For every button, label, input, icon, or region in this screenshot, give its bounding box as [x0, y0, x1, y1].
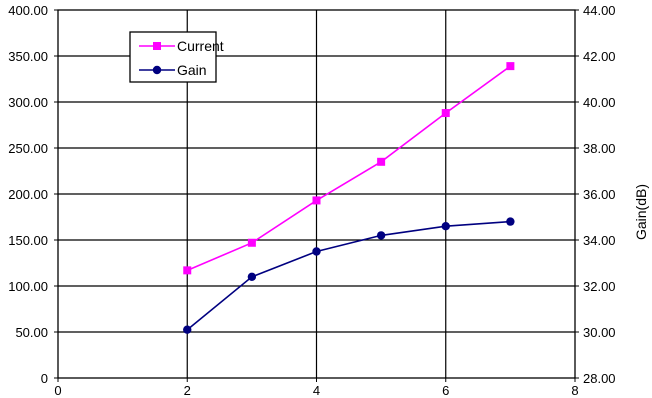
y-tick-label: 50.00: [15, 325, 48, 340]
data-point: [441, 222, 450, 231]
y-tick-label: 150.00: [8, 233, 48, 248]
data-point: [183, 325, 192, 334]
y2-tick-label: 34.00: [583, 233, 616, 248]
series-line: [186, 65, 511, 272]
plot-frame: [57, 9, 576, 379]
data-point: [312, 196, 321, 205]
y-tick-label: 400.00: [8, 3, 48, 18]
y2-tick-label: 44.00: [583, 3, 616, 18]
x-axis-tick-labels: 0 2 4 6 8: [54, 383, 578, 398]
legend-label-current: Current: [177, 38, 224, 54]
legend: Current Gain: [129, 31, 224, 83]
legend-marker-current: [153, 42, 161, 50]
right-axis-tick-labels: 28.00 30.00 32.00 34.00 36.00 38.00 40.00 42.00…: [583, 3, 616, 386]
x-tick-label: 4: [313, 383, 320, 398]
data-point: [312, 247, 321, 256]
y2-tick-label: 40.00: [583, 95, 616, 110]
data-point: [247, 238, 256, 247]
legend-box: [129, 31, 217, 83]
data-point: [247, 272, 257, 281]
y-tick-label: 100.00: [8, 279, 48, 294]
left-axis-tick-labels: 0 50.00 100.00 150.00 200.00 250.00 300.00 350.…: [8, 3, 48, 386]
y-tick-label: 250.00: [8, 141, 48, 156]
x-tick-label: 8: [571, 383, 578, 398]
y-tick-label: 0: [41, 371, 48, 386]
data-point: [506, 62, 515, 71]
data-point: [377, 157, 386, 166]
y2-tick-label: 30.00: [583, 325, 616, 340]
x-tick-label: 2: [184, 383, 191, 398]
y2-tick-label: 32.00: [583, 279, 616, 294]
axes: [54, 9, 579, 382]
data-point: [506, 217, 515, 226]
series: [183, 62, 515, 334]
data-point: [183, 266, 192, 275]
right-axis-title: Gain(dB): [633, 184, 649, 240]
y2-tick-label: 36.00: [583, 187, 616, 202]
y2-tick-label: 38.00: [583, 141, 616, 156]
series-current: [183, 62, 515, 275]
data-point: [441, 109, 450, 118]
x-tick-label: 0: [54, 383, 61, 398]
series-line: [186, 220, 511, 331]
legend-label-gain: Gain: [177, 62, 207, 78]
y2-tick-label: 28.00: [583, 371, 616, 386]
legend-marker-gain: [152, 65, 162, 75]
y-tick-label: 200.00: [8, 187, 48, 202]
series-gain: [183, 217, 515, 334]
y-tick-label: 300.00: [8, 95, 48, 110]
y-tick-label: 350.00: [8, 49, 48, 64]
data-point: [376, 231, 386, 240]
grid-lines: [58, 10, 575, 378]
x-tick-label: 6: [442, 383, 449, 398]
y2-tick-label: 42.00: [583, 49, 616, 64]
